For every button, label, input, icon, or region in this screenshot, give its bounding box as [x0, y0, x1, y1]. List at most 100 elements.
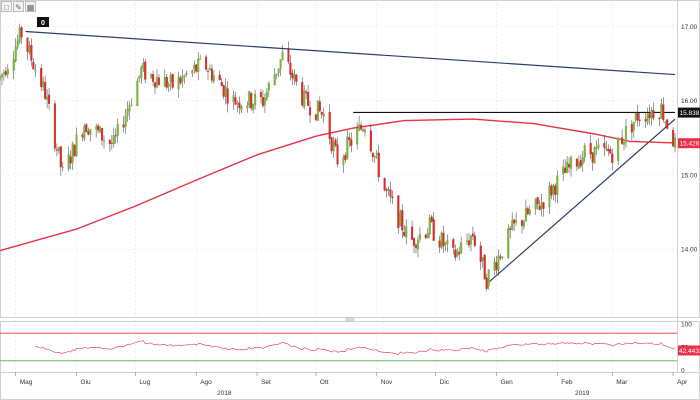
- candle: [75, 134, 78, 157]
- candle: [110, 142, 113, 145]
- y-tick-label: 17.00: [681, 24, 698, 31]
- price-tags: 15.838 15.426 42.4433: [678, 107, 700, 356]
- candle: [163, 77, 166, 87]
- candle: [152, 73, 155, 82]
- candle: [575, 158, 578, 167]
- candle: [536, 197, 539, 205]
- select-icon[interactable]: □: [1, 1, 12, 12]
- candle: [650, 110, 653, 119]
- candle: [442, 232, 445, 247]
- candle: [277, 68, 280, 74]
- candle: [87, 131, 90, 135]
- candle: [672, 129, 675, 147]
- candle: [632, 121, 635, 131]
- candle: [617, 137, 620, 162]
- grid: [0, 0, 677, 372]
- candle: [607, 148, 610, 152]
- candle: [438, 240, 441, 248]
- candle: [2, 71, 5, 74]
- candle: [397, 195, 400, 229]
- year-label: 2019: [575, 390, 590, 397]
- grid-icon[interactable]: ▦: [25, 1, 36, 12]
- x-tick-label: Ott: [320, 379, 329, 386]
- osc-tag: [678, 345, 700, 356]
- candle: [564, 167, 567, 173]
- candle: [344, 155, 347, 160]
- x-tick-label: Mag: [20, 379, 33, 386]
- candle: [524, 208, 527, 222]
- candle: [589, 143, 592, 155]
- candle: [289, 62, 292, 75]
- x-tick-label: Lug: [139, 379, 150, 386]
- candle: [248, 91, 251, 106]
- candle: [20, 27, 23, 38]
- candle: [621, 137, 624, 144]
- candle: [102, 140, 106, 142]
- candle: [303, 90, 306, 108]
- candle: [624, 126, 628, 143]
- candle: [652, 110, 655, 119]
- candle: [18, 27, 21, 43]
- candle: [499, 256, 502, 259]
- candle: [328, 111, 331, 139]
- candle: [34, 70, 37, 72]
- candle: [183, 75, 186, 78]
- candle: [440, 232, 443, 248]
- candle: [377, 152, 380, 178]
- candle: [346, 136, 349, 159]
- candle: [124, 115, 127, 127]
- candle: [603, 143, 606, 148]
- candle: [361, 129, 365, 131]
- candle: [108, 139, 111, 144]
- candle: [199, 58, 202, 60]
- candle: [424, 234, 427, 238]
- candle: [208, 68, 212, 71]
- candle: [287, 49, 290, 63]
- candle: [662, 104, 665, 121]
- candle: [295, 74, 298, 82]
- candle: [275, 73, 278, 76]
- candle: [638, 119, 641, 121]
- candle: [664, 121, 667, 123]
- candle: [42, 81, 45, 88]
- candle: [363, 129, 367, 133]
- candle: [487, 269, 490, 287]
- candle: [57, 147, 60, 152]
- candle: [399, 211, 402, 227]
- candle: [538, 205, 541, 210]
- candle: [281, 51, 284, 60]
- moving-average-line: [0, 118, 676, 252]
- candle: [240, 105, 243, 111]
- candle: [236, 103, 239, 105]
- candle: [550, 185, 553, 196]
- zoom-badge[interactable]: [37, 17, 49, 27]
- candle: [418, 233, 421, 240]
- candle: [481, 256, 484, 261]
- candle: [232, 95, 235, 103]
- candle: [444, 242, 447, 245]
- candle: [595, 146, 598, 149]
- candle: [224, 86, 227, 97]
- candle: [526, 208, 529, 215]
- candle: [458, 252, 461, 255]
- candle: [469, 235, 473, 245]
- candle: [28, 45, 31, 54]
- candle: [140, 67, 143, 78]
- osc-tag-label: 42.4433: [679, 348, 700, 355]
- candle: [658, 118, 661, 120]
- candle: [126, 109, 129, 116]
- candle: [138, 75, 141, 79]
- candle: [142, 63, 145, 69]
- candle: [318, 101, 321, 112]
- candle: [46, 96, 49, 100]
- x-tick-label: Feb: [561, 379, 573, 386]
- candle: [195, 64, 198, 72]
- candle: [465, 240, 469, 242]
- candle: [263, 97, 266, 106]
- panel-resize-handle[interactable]: [345, 317, 355, 322]
- candle: [14, 46, 17, 62]
- candle: [59, 146, 62, 168]
- draw-icon[interactable]: ✎: [13, 1, 24, 12]
- osc-line: [35, 340, 676, 355]
